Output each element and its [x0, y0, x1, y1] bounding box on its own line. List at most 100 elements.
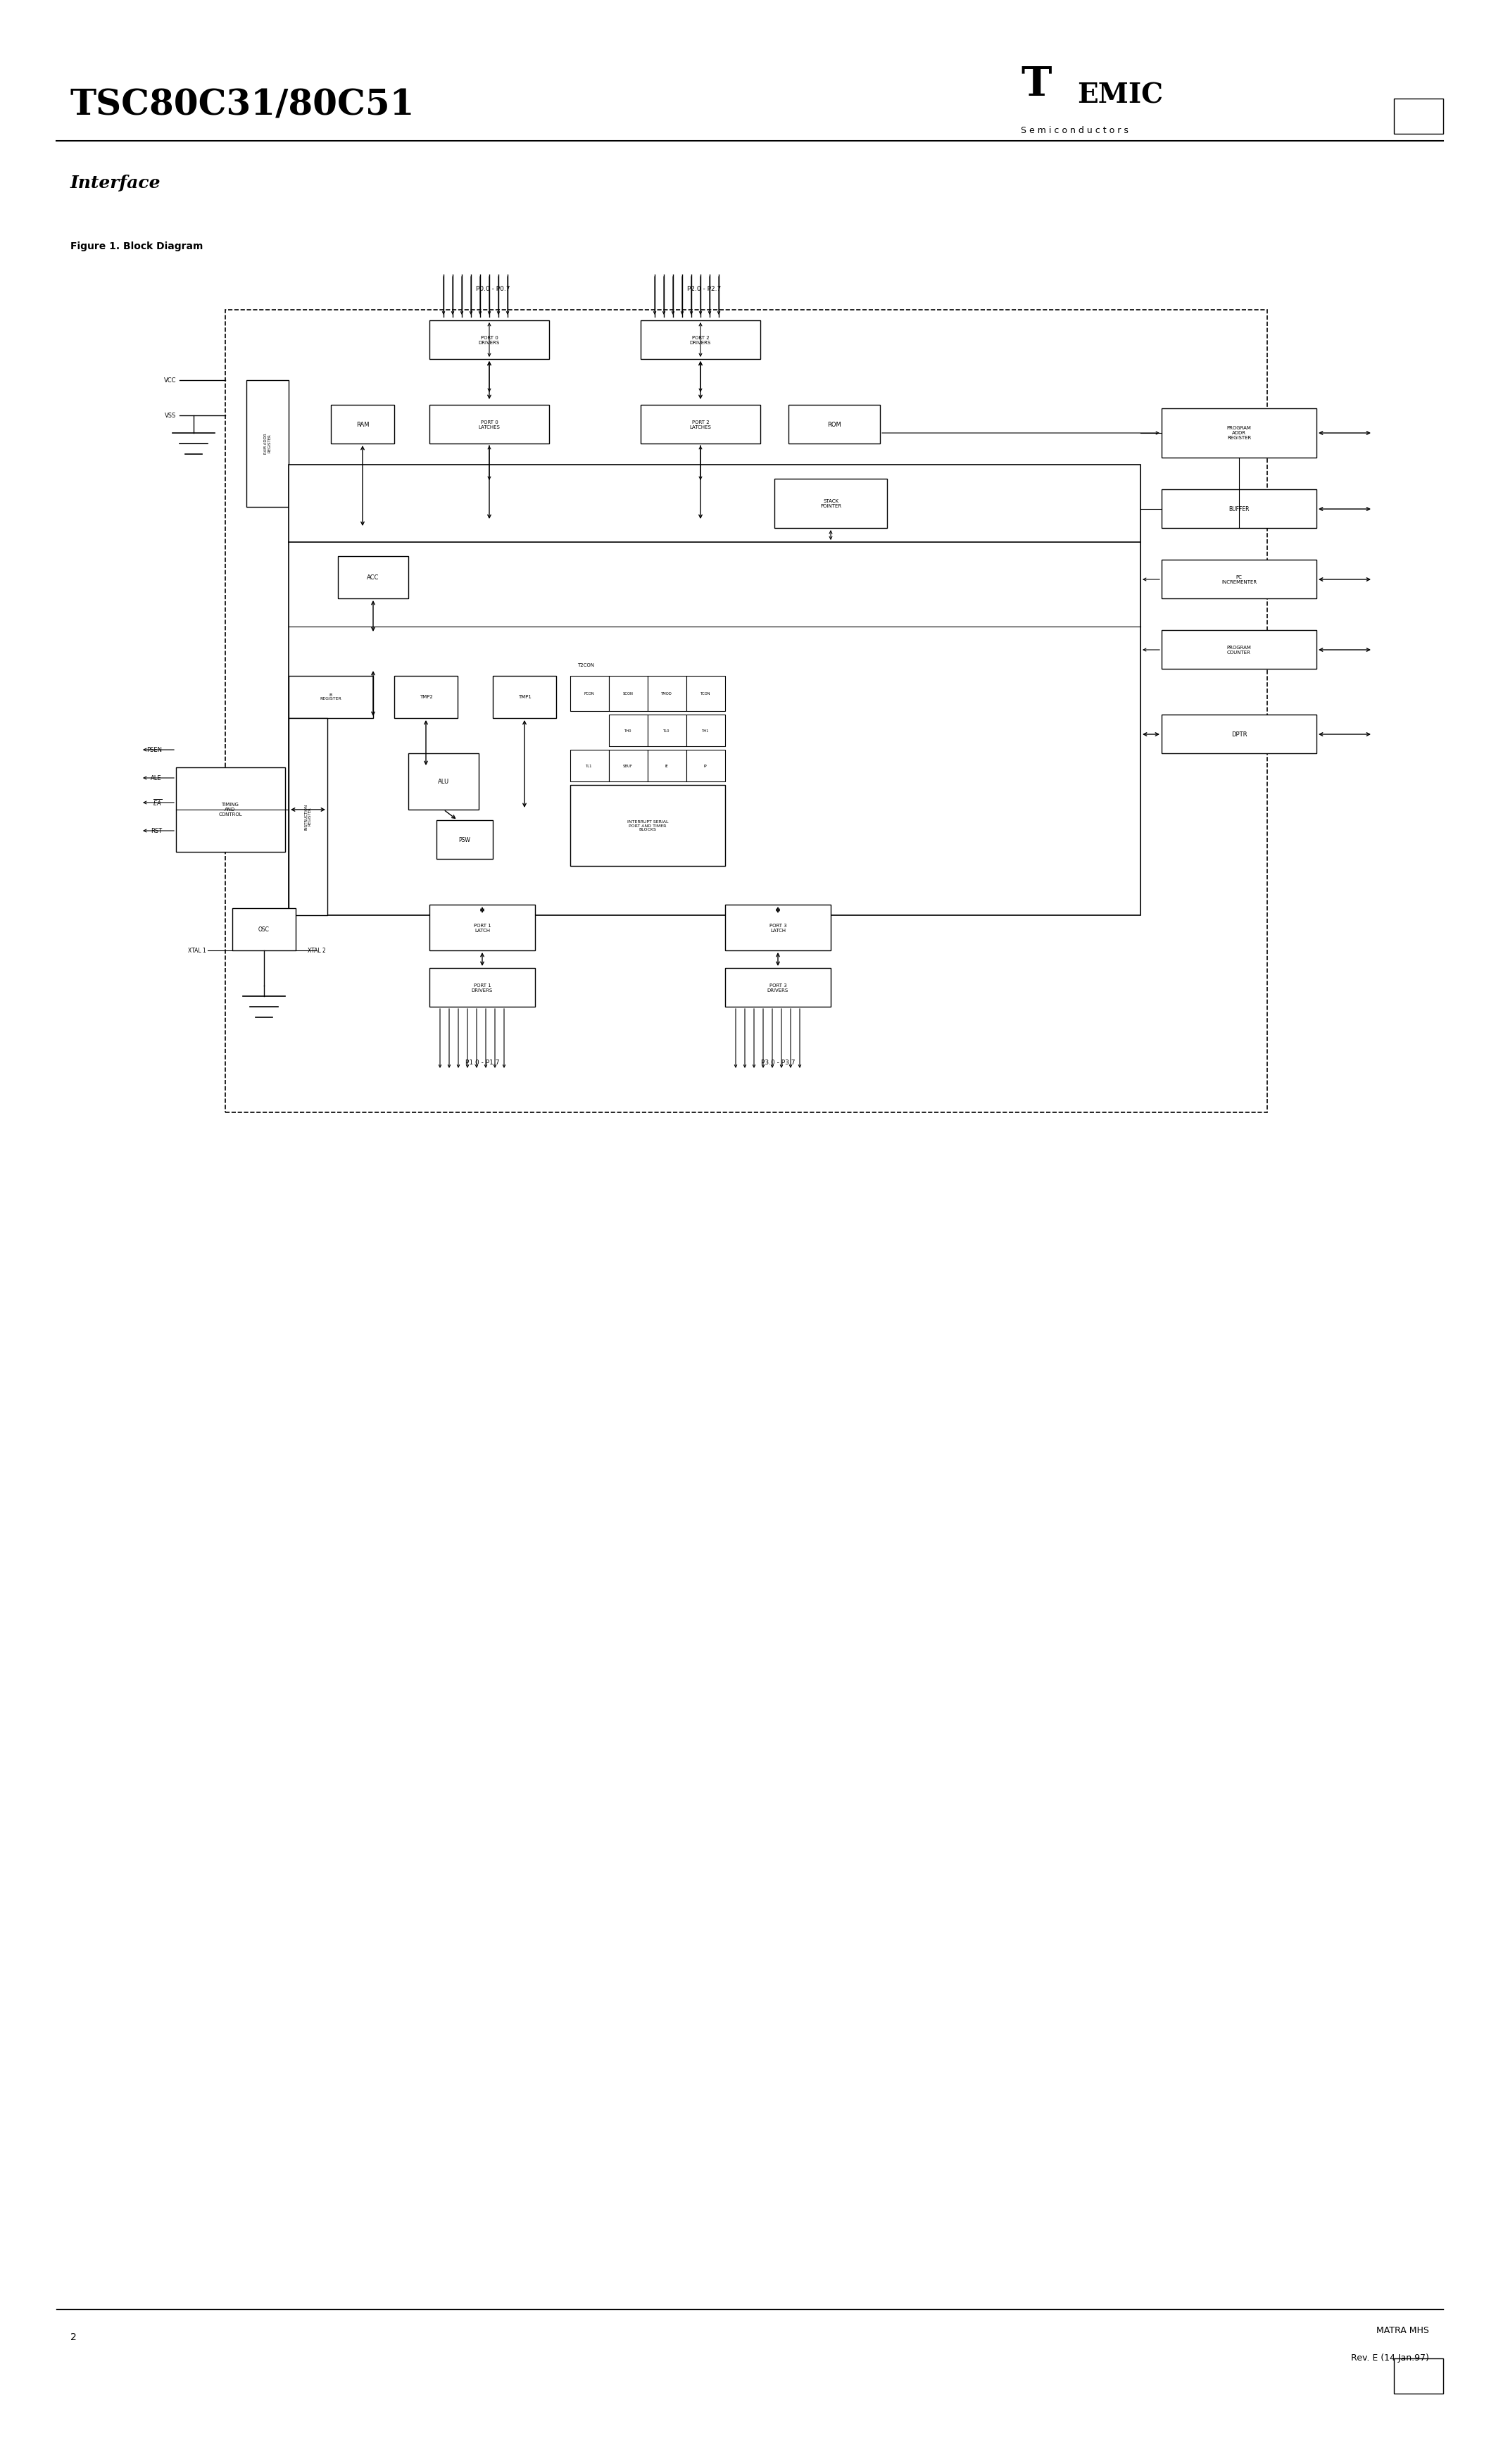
Text: PROGRAM
ADDR
REGISTER: PROGRAM ADDR REGISTER — [1227, 426, 1251, 441]
Bar — [609, 715, 648, 747]
Text: TH0: TH0 — [624, 729, 631, 732]
Bar — [570, 786, 726, 865]
Text: PORT 3
LATCH: PORT 3 LATCH — [769, 924, 787, 931]
Text: TL1: TL1 — [586, 764, 592, 769]
Bar — [331, 404, 395, 444]
Text: SCON: SCON — [622, 692, 633, 695]
Text: BUFFER: BUFFER — [1228, 505, 1249, 513]
Text: ALE: ALE — [151, 774, 162, 781]
Text: PORT 3
DRIVERS: PORT 3 DRIVERS — [767, 983, 788, 993]
Bar — [648, 715, 687, 747]
Bar — [1161, 559, 1316, 599]
Text: T: T — [1020, 64, 1052, 103]
Text: P2.0 - P2.7: P2.0 - P2.7 — [687, 286, 721, 293]
Bar — [687, 675, 726, 712]
Bar — [395, 675, 458, 717]
Bar — [1394, 99, 1444, 133]
Bar — [648, 749, 687, 781]
Text: 2: 2 — [70, 2333, 76, 2343]
Bar — [289, 466, 1140, 914]
Text: PORT 0
LATCHES: PORT 0 LATCHES — [479, 419, 500, 429]
Text: XTAL 1: XTAL 1 — [188, 946, 206, 954]
Bar — [289, 675, 373, 717]
Text: STACK
POINTER: STACK POINTER — [820, 498, 841, 508]
Text: P0.0 - P0.7: P0.0 - P0.7 — [476, 286, 510, 293]
Text: MATRA MHS: MATRA MHS — [1376, 2326, 1429, 2336]
Bar — [640, 320, 760, 360]
Bar — [437, 821, 492, 860]
Text: Figure 1. Block Diagram: Figure 1. Block Diagram — [70, 241, 203, 251]
Bar — [289, 717, 328, 914]
Bar — [177, 766, 286, 853]
Bar — [226, 310, 1267, 1111]
Bar — [338, 557, 408, 599]
Text: IE: IE — [666, 764, 669, 769]
Text: RAM ADDR
REGISTER: RAM ADDR REGISTER — [263, 434, 271, 453]
Text: PSEN: PSEN — [147, 747, 162, 754]
Bar — [687, 749, 726, 781]
Text: TCON: TCON — [700, 692, 711, 695]
Bar — [429, 320, 549, 360]
Text: PORT 1
LATCH: PORT 1 LATCH — [474, 924, 491, 931]
Bar — [775, 478, 887, 527]
Text: PORT 2
LATCHES: PORT 2 LATCHES — [690, 419, 712, 429]
Text: SBUF: SBUF — [624, 764, 633, 769]
Bar — [648, 675, 687, 712]
Bar — [1161, 715, 1316, 754]
Text: TL0: TL0 — [663, 729, 670, 732]
Text: ROM: ROM — [827, 421, 841, 429]
Bar — [1394, 2358, 1444, 2393]
Text: INSTRUCTION
REGISTER: INSTRUCTION REGISTER — [304, 803, 311, 830]
Bar — [247, 379, 289, 508]
Text: $\overline{EA}$: $\overline{EA}$ — [153, 798, 162, 808]
Text: XTAL 2: XTAL 2 — [308, 946, 326, 954]
Bar — [726, 904, 830, 951]
Text: PORT 1
DRIVERS: PORT 1 DRIVERS — [471, 983, 492, 993]
Text: B
REGISTER: B REGISTER — [320, 692, 341, 700]
Text: DPTR: DPTR — [1231, 732, 1248, 737]
Text: TH1: TH1 — [702, 729, 709, 732]
Text: PCON: PCON — [583, 692, 594, 695]
Text: P1.0 - P1.7: P1.0 - P1.7 — [465, 1060, 500, 1067]
Text: INTERRUPT SERIAL
PORT AND TIMER
BLOCKS: INTERRUPT SERIAL PORT AND TIMER BLOCKS — [627, 821, 669, 833]
Text: ALU: ALU — [438, 779, 449, 784]
Bar — [570, 675, 609, 712]
Text: RST: RST — [151, 828, 162, 833]
Bar — [1161, 490, 1316, 527]
Bar — [1161, 631, 1316, 668]
Bar — [492, 675, 557, 717]
Text: TMP1: TMP1 — [518, 695, 531, 700]
Bar — [726, 968, 830, 1008]
Bar — [609, 675, 648, 712]
Bar — [408, 754, 479, 811]
Bar — [687, 715, 726, 747]
Text: Interface: Interface — [70, 175, 162, 192]
Text: TIMING
AND
CONTROL: TIMING AND CONTROL — [218, 803, 242, 816]
Bar — [429, 968, 536, 1008]
Bar — [640, 404, 760, 444]
Text: PROGRAM
COUNTER: PROGRAM COUNTER — [1227, 646, 1251, 655]
Text: TMOD: TMOD — [661, 692, 672, 695]
Text: PORT 0
DRIVERS: PORT 0 DRIVERS — [479, 335, 500, 345]
Bar — [1161, 409, 1316, 458]
Text: VCC: VCC — [163, 377, 177, 384]
Bar — [788, 404, 880, 444]
Text: ACC: ACC — [367, 574, 380, 582]
Text: IP: IP — [703, 764, 708, 769]
Text: PORT 2
DRIVERS: PORT 2 DRIVERS — [690, 335, 711, 345]
Bar — [429, 404, 549, 444]
Text: VSS: VSS — [165, 411, 177, 419]
Text: TSC80C31/80C51: TSC80C31/80C51 — [70, 89, 414, 123]
Bar — [232, 909, 296, 951]
Text: TMP2: TMP2 — [419, 695, 432, 700]
Text: T2CON: T2CON — [577, 663, 594, 668]
Text: Rev. E (14 Jan.97): Rev. E (14 Jan.97) — [1351, 2353, 1429, 2363]
Text: PSW: PSW — [459, 838, 471, 843]
Text: OSC: OSC — [259, 926, 269, 931]
Text: P3.0 - P3.7: P3.0 - P3.7 — [761, 1060, 794, 1067]
Text: S e m i c o n d u c t o r s: S e m i c o n d u c t o r s — [1020, 126, 1128, 136]
Bar — [609, 749, 648, 781]
Text: EMIC: EMIC — [1077, 81, 1162, 108]
Text: RAM: RAM — [356, 421, 370, 429]
Text: PC
INCREMENTER: PC INCREMENTER — [1221, 574, 1257, 584]
